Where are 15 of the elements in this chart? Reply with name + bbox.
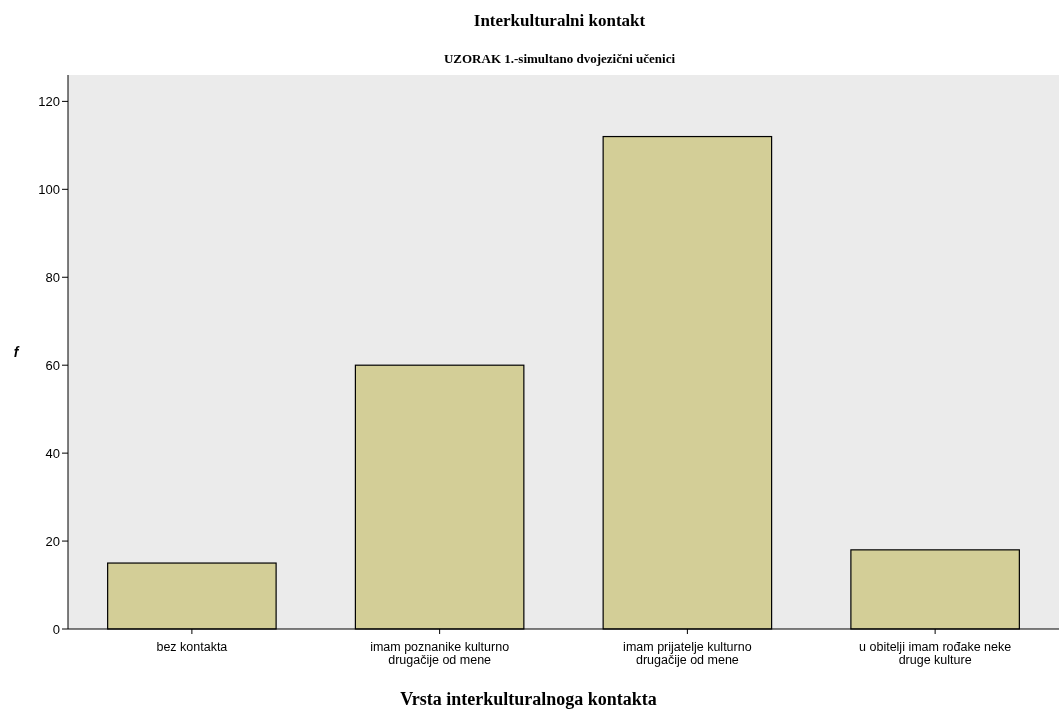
x-tick-label: bez kontakta: [156, 640, 228, 654]
y-tick-label: 60: [45, 357, 60, 373]
y-tick-label: 120: [38, 93, 60, 109]
chart-subtitle: UZORAK 1.-simultano dvojezični učenici: [443, 51, 676, 66]
y-tick-label: 20: [45, 533, 60, 549]
x-tick-label: imam poznanike kulturno drugačije od mene: [370, 640, 510, 667]
x-axis-title: Vrsta interkulturalnoga kontakta: [400, 689, 657, 709]
x-tick-label: imam prijatelje kulturno drugačije od mene: [623, 640, 752, 667]
y-tick-label: 80: [45, 269, 60, 285]
y-axis-title: f: [13, 343, 20, 360]
chart-title: Interkulturalni kontakt: [473, 11, 646, 30]
y-tick-label: 40: [45, 445, 60, 461]
y-tick-label: 0: [52, 621, 60, 637]
y-tick-label: 100: [38, 181, 60, 197]
x-tick-label: u obitelji imam rođake neke druge kulture: [859, 640, 1012, 667]
